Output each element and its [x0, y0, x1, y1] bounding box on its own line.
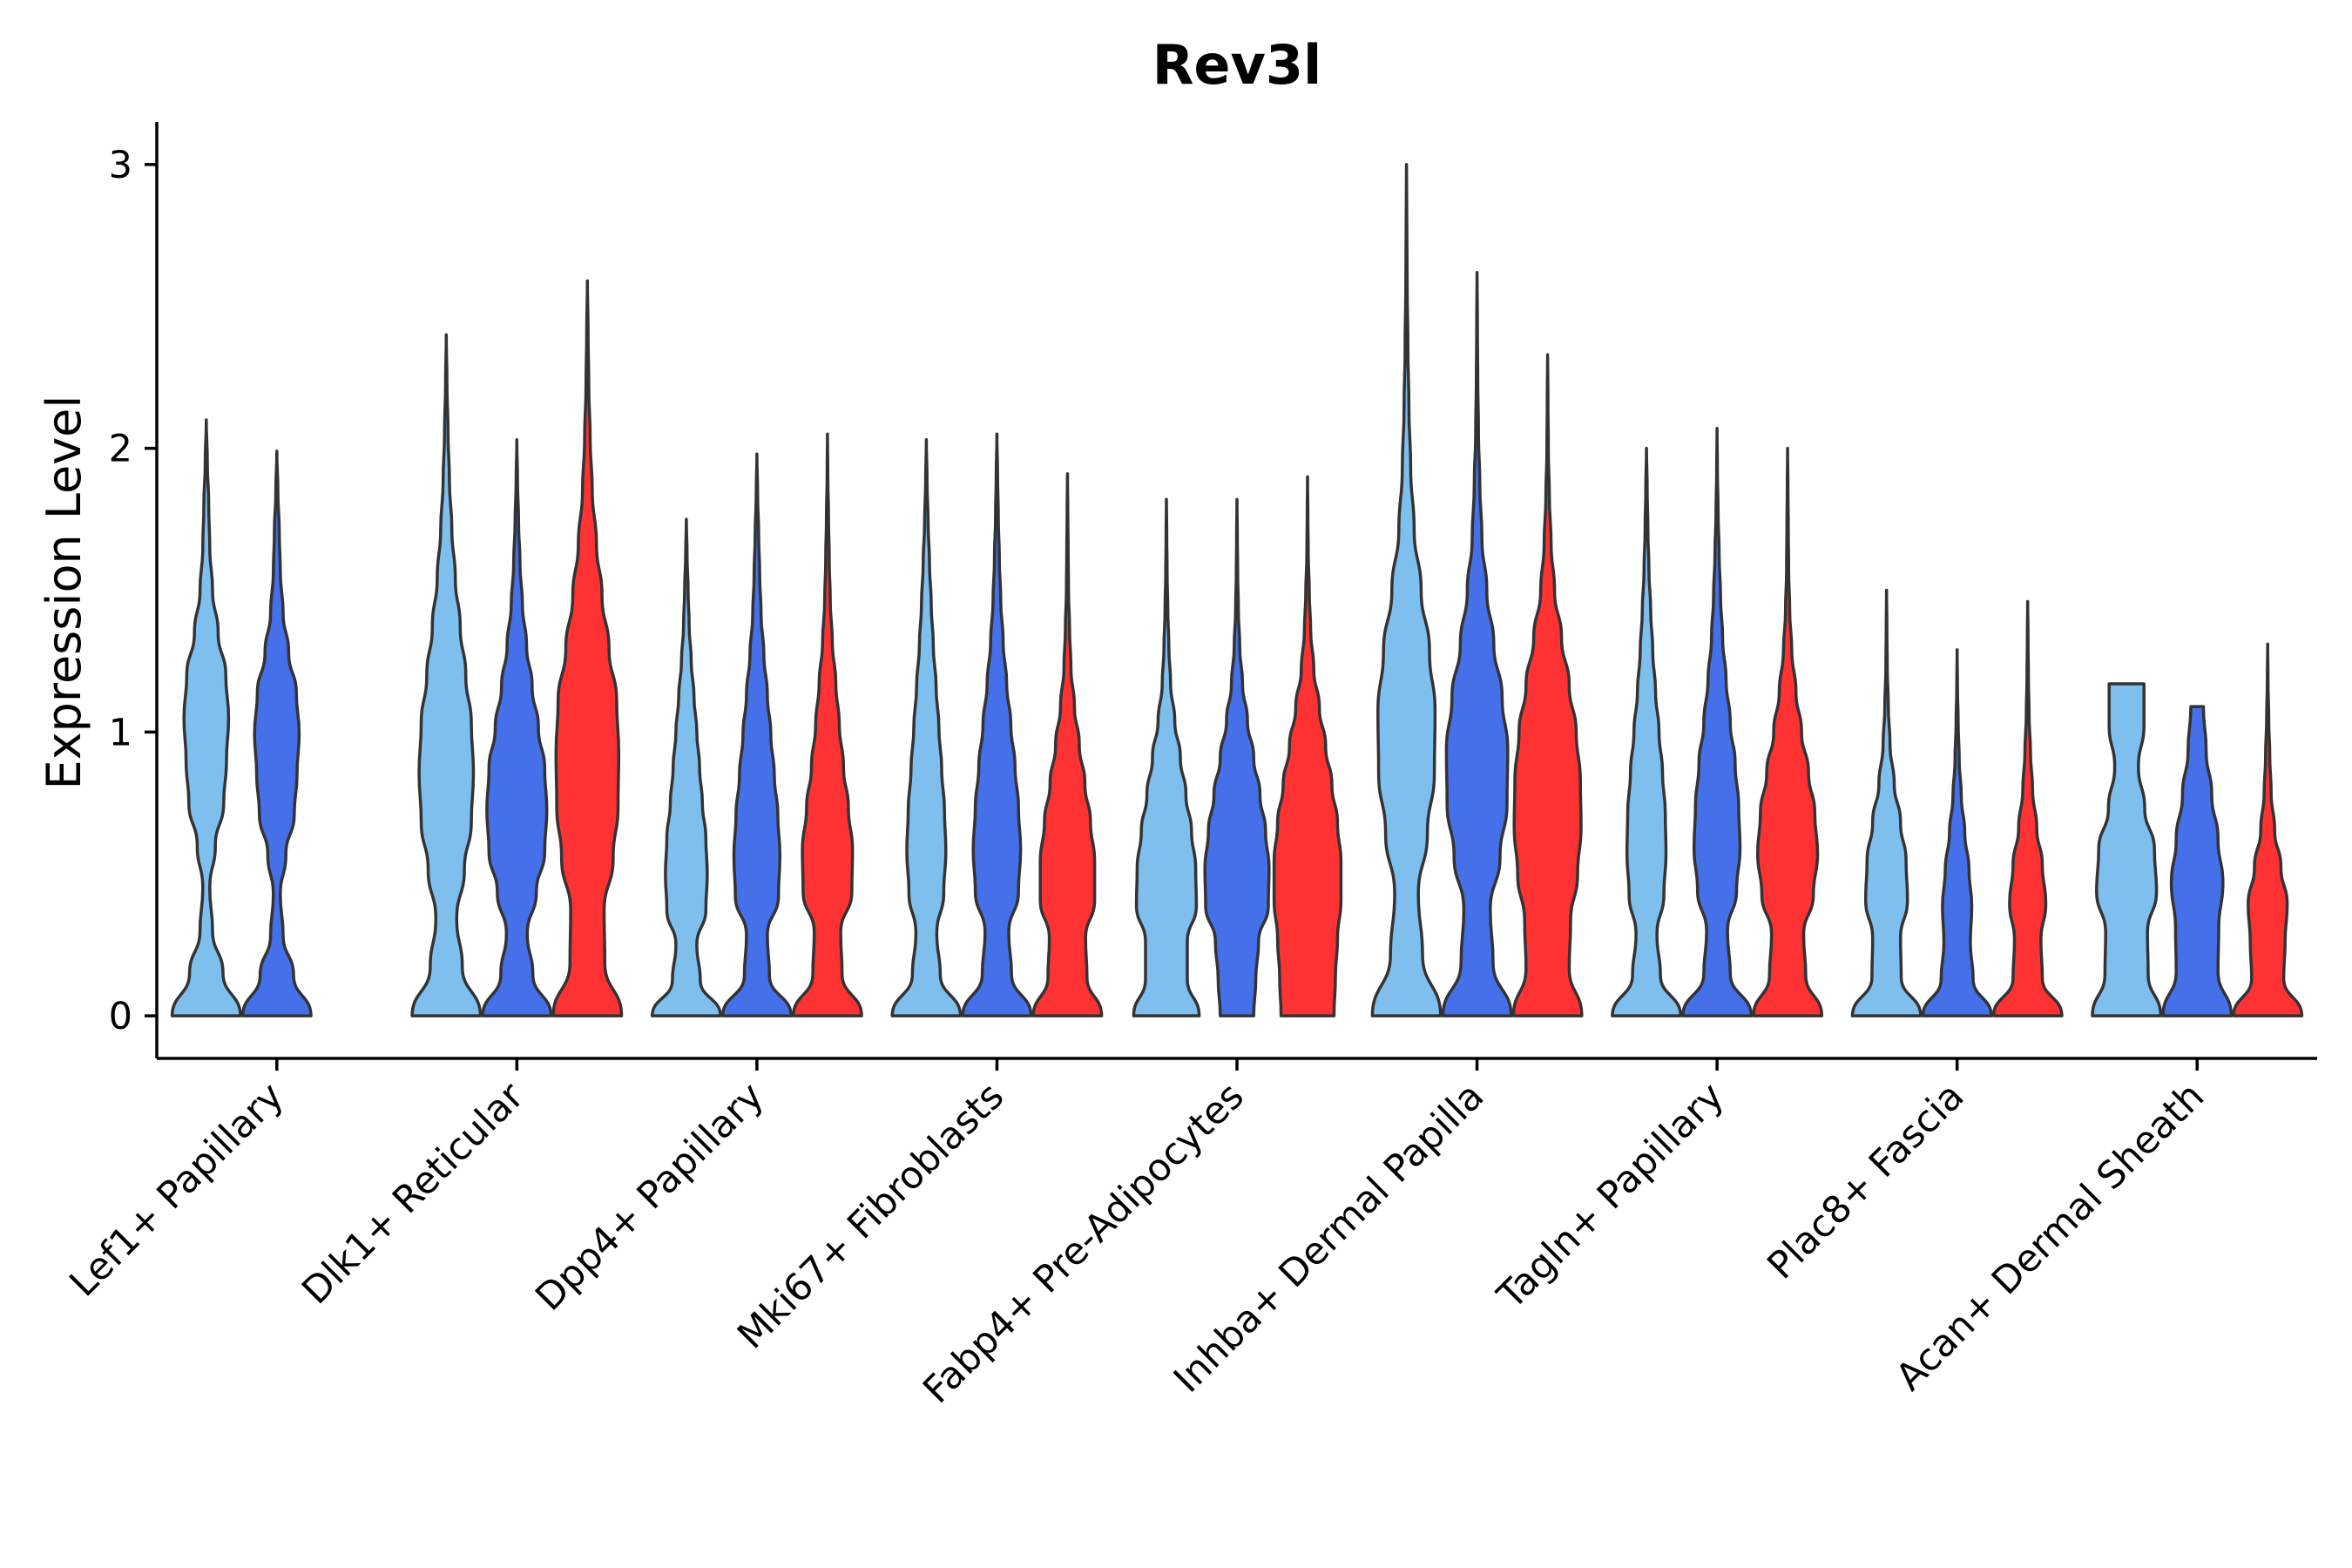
violin-3-2 — [1031, 472, 1104, 1017]
chart-title: Rev3l — [1152, 33, 1322, 97]
x-tick-label-2: Dpp4+ Papillary — [527, 1074, 772, 1319]
x-tick-label-3: Mki67+ Fibroblasts — [729, 1074, 1012, 1357]
y-tick-label-3: 3 — [109, 144, 132, 187]
violin-5-2 — [1511, 353, 1584, 1017]
x-tick-label-1: Dlk1+ Reticular — [294, 1074, 532, 1313]
violin-5-1 — [1441, 270, 1513, 1017]
violin-4-2 — [1272, 475, 1343, 1017]
violin-7-1 — [1921, 648, 1993, 1017]
violin-4-0 — [1132, 497, 1201, 1017]
violin-6-1 — [1681, 427, 1754, 1017]
violin-1-0 — [410, 333, 483, 1017]
violin-0-1 — [240, 449, 313, 1017]
violin-1-2 — [551, 279, 624, 1017]
violin-1-1 — [481, 438, 553, 1017]
violin-4-1 — [1203, 497, 1271, 1017]
axes-layer: 0 1 2 3 Lef1+ Papillary Dlk1+ ReticularDpp4+ … — [62, 122, 2317, 1412]
violin-2-2 — [791, 432, 863, 1017]
x-tick-label-6: Tagln+ Papillary — [1489, 1074, 1733, 1318]
violin-7-2 — [1991, 599, 2064, 1017]
violin-8-2 — [2232, 642, 2304, 1017]
violin-6-2 — [1752, 446, 1824, 1017]
y-axis-label: Expression Level — [37, 395, 91, 790]
y-tick-label-2: 2 — [109, 428, 132, 471]
y-tick-label-1: 1 — [109, 711, 132, 754]
violins-layer — [170, 163, 2304, 1017]
violin-3-0 — [890, 438, 963, 1017]
y-tick-label-0: 0 — [109, 995, 132, 1038]
violin-8-0 — [2091, 682, 2163, 1017]
violin-0-0 — [170, 418, 242, 1017]
x-tick-label-0: Lef1+ Papillary — [62, 1074, 293, 1305]
violin-2-0 — [650, 517, 722, 1017]
x-tick-label-7: Plac8+ Fascia — [1759, 1074, 1972, 1288]
violin-7-0 — [1850, 588, 1923, 1017]
violin-2-1 — [720, 452, 793, 1017]
violin-6-0 — [1611, 446, 1683, 1017]
violin-3-1 — [961, 432, 1033, 1017]
violin-8-1 — [2161, 705, 2234, 1017]
violin-5-0 — [1370, 163, 1443, 1017]
